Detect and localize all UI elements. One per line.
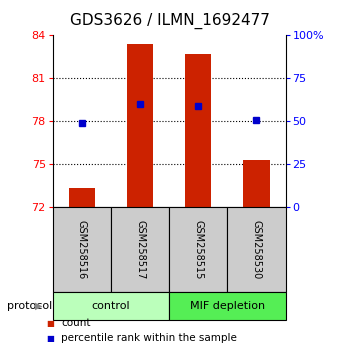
Text: percentile rank within the sample: percentile rank within the sample <box>61 333 237 343</box>
Text: GSM258515: GSM258515 <box>193 220 203 279</box>
Bar <box>127 44 153 207</box>
Text: GDS3626 / ILMN_1692477: GDS3626 / ILMN_1692477 <box>70 12 270 29</box>
Bar <box>69 188 95 207</box>
Text: count: count <box>61 318 91 328</box>
Bar <box>243 160 270 207</box>
Text: GSM258517: GSM258517 <box>135 220 145 279</box>
Text: ▶: ▶ <box>35 301 43 311</box>
Text: MIF depletion: MIF depletion <box>190 301 265 311</box>
Text: ■: ■ <box>46 333 54 343</box>
Text: control: control <box>91 301 130 311</box>
Text: GSM258516: GSM258516 <box>77 220 87 279</box>
Bar <box>185 54 211 207</box>
Text: protocol: protocol <box>7 301 52 311</box>
Text: ■: ■ <box>46 319 54 328</box>
Text: GSM258530: GSM258530 <box>252 220 261 279</box>
